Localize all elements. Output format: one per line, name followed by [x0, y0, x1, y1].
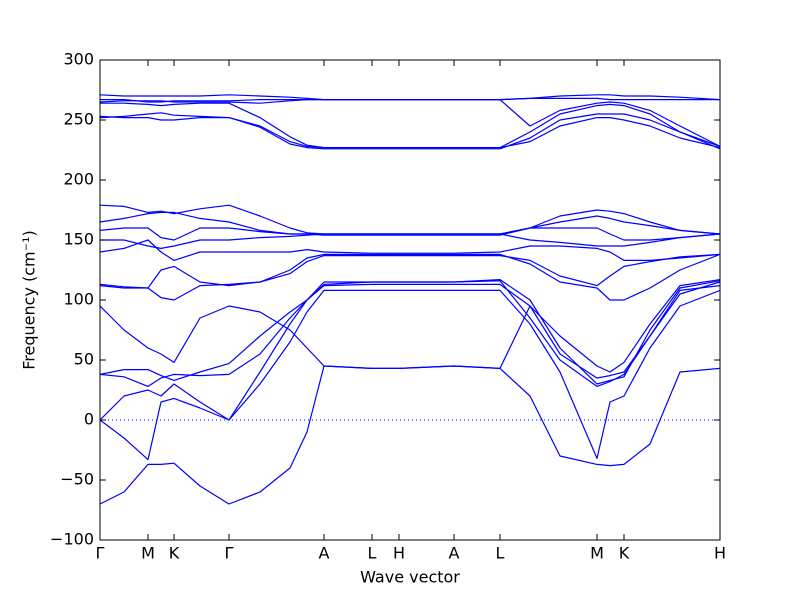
x-tick-label: L [368, 544, 377, 563]
x-tick-label: K [169, 544, 180, 563]
x-tick-label: L [496, 544, 505, 563]
y-tick-label: 150 [63, 230, 94, 249]
band-line [100, 204, 720, 235]
y-tick-label: 100 [63, 290, 94, 309]
x-tick-label: Γ [225, 544, 234, 563]
y-tick-label: 50 [74, 350, 94, 369]
band-line [100, 113, 720, 150]
y-tick-label: 300 [63, 50, 94, 69]
x-tick-label: M [590, 544, 604, 563]
x-tick-label: H [393, 544, 405, 563]
x-tick-label: A [449, 544, 460, 563]
y-axis-label: Frequency (cm⁻¹) [20, 230, 39, 369]
band-line [100, 279, 720, 373]
y-tick-label: −100 [50, 530, 94, 549]
x-tick-label: Γ [96, 544, 105, 563]
y-tick-label: 200 [63, 170, 94, 189]
band-line [100, 239, 720, 261]
x-axis-label: Wave vector [360, 568, 460, 587]
band-line [100, 279, 720, 387]
band-line [100, 253, 720, 301]
y-tick-label: −50 [60, 470, 94, 489]
x-tick-label: M [141, 544, 155, 563]
band-line [100, 102, 720, 149]
band-line [100, 94, 720, 101]
band-line [100, 289, 720, 461]
band-line [100, 253, 720, 301]
x-tick-label: K [619, 544, 630, 563]
x-tick-label: H [714, 544, 726, 563]
x-tick-label: A [319, 544, 330, 563]
y-tick-label: 250 [63, 110, 94, 129]
band-line [100, 227, 720, 241]
band-line [100, 283, 720, 381]
y-tick-label: 0 [84, 410, 94, 429]
